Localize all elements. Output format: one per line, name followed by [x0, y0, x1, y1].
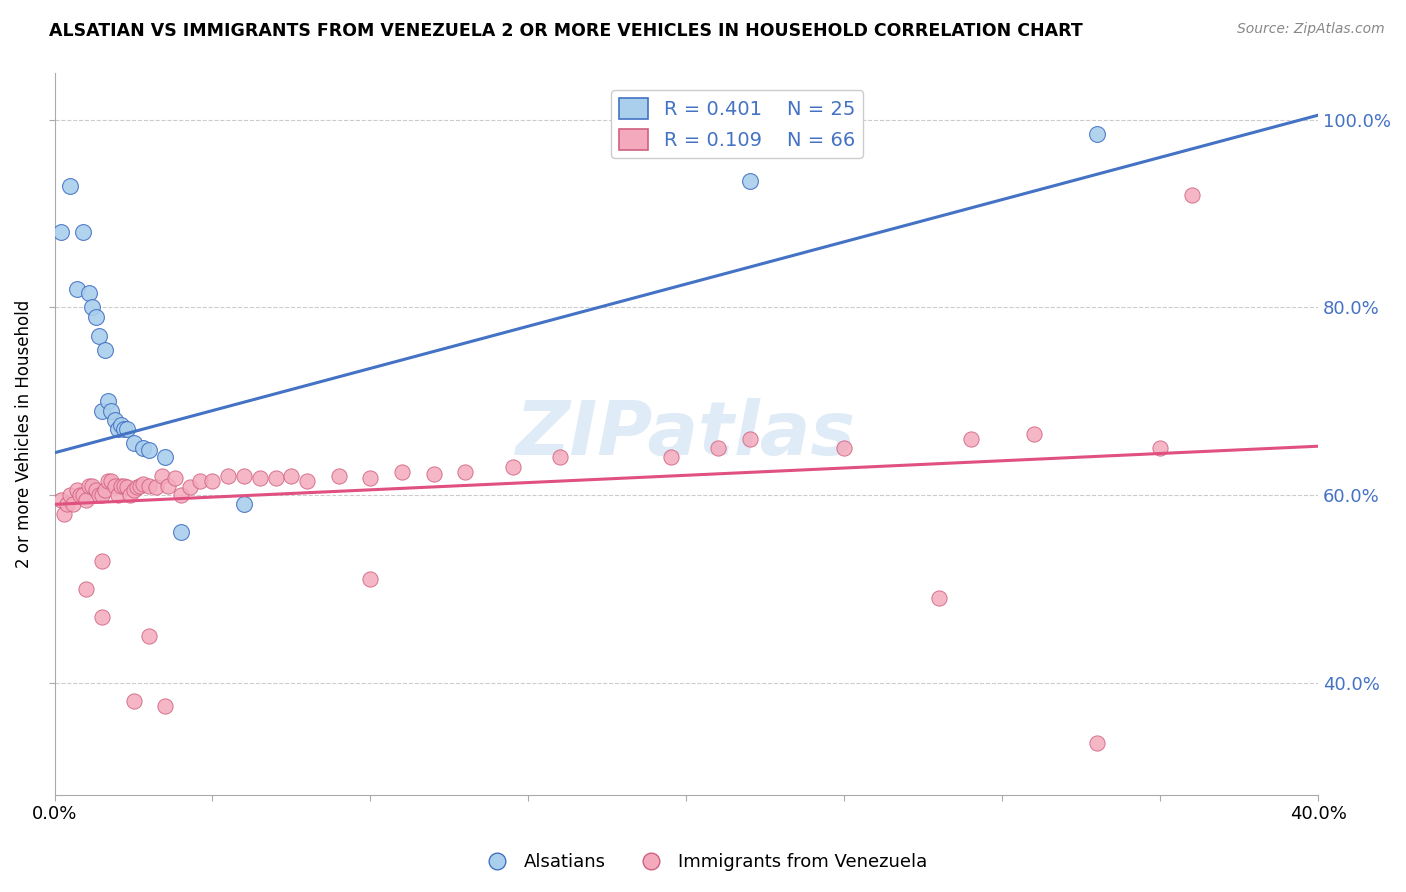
Point	[49, 492, 72, 507]
Text: ZIPatlas: ZIPatlas	[516, 398, 856, 470]
Point	[100, 403, 122, 417]
Point	[707, 441, 730, 455]
Point	[1149, 441, 1171, 455]
Point	[959, 432, 981, 446]
Point	[163, 471, 186, 485]
Point	[66, 483, 89, 498]
Point	[110, 417, 132, 432]
Point	[120, 488, 142, 502]
Point	[56, 497, 79, 511]
Point	[502, 459, 524, 474]
Point	[297, 474, 319, 488]
Point	[100, 474, 122, 488]
Point	[75, 492, 97, 507]
Point	[1085, 737, 1108, 751]
Point	[59, 488, 82, 502]
Point	[391, 465, 413, 479]
Point	[138, 629, 160, 643]
Point	[738, 174, 761, 188]
Point	[97, 394, 120, 409]
Point	[94, 483, 117, 498]
Point	[84, 310, 107, 324]
Point	[132, 476, 155, 491]
Point	[170, 488, 193, 502]
Point	[153, 698, 176, 713]
Point	[112, 478, 135, 492]
Y-axis label: 2 or more Vehicles in Household: 2 or more Vehicles in Household	[15, 300, 32, 568]
Point	[82, 301, 104, 315]
Point	[217, 469, 239, 483]
Point	[115, 422, 138, 436]
Point	[201, 474, 224, 488]
Point	[1181, 187, 1204, 202]
Text: ALSATIAN VS IMMIGRANTS FROM VENEZUELA 2 OR MORE VEHICLES IN HOUSEHOLD CORRELATIO: ALSATIAN VS IMMIGRANTS FROM VENEZUELA 2 …	[49, 22, 1083, 40]
Point	[122, 436, 145, 450]
Point	[138, 442, 160, 457]
Point	[110, 478, 132, 492]
Point	[97, 474, 120, 488]
Point	[107, 422, 129, 436]
Point	[145, 480, 167, 494]
Point	[53, 507, 76, 521]
Point	[90, 610, 112, 624]
Point	[87, 488, 110, 502]
Point	[264, 471, 287, 485]
Point	[1085, 127, 1108, 141]
Point	[249, 471, 271, 485]
Point	[359, 573, 381, 587]
Point	[328, 469, 350, 483]
Point	[738, 432, 761, 446]
Legend: R = 0.401    N = 25, R = 0.109    N = 66: R = 0.401 N = 25, R = 0.109 N = 66	[612, 90, 863, 158]
Point	[122, 694, 145, 708]
Point	[77, 286, 100, 301]
Point	[548, 450, 571, 465]
Point	[107, 488, 129, 502]
Point	[112, 422, 135, 436]
Point	[69, 488, 91, 502]
Point	[157, 478, 180, 492]
Point	[77, 478, 100, 492]
Point	[49, 226, 72, 240]
Point	[1022, 427, 1045, 442]
Point	[359, 471, 381, 485]
Point	[90, 553, 112, 567]
Point	[122, 483, 145, 498]
Point	[179, 480, 201, 494]
Point	[454, 465, 477, 479]
Point	[62, 497, 84, 511]
Text: Source: ZipAtlas.com: Source: ZipAtlas.com	[1237, 22, 1385, 37]
Point	[233, 497, 256, 511]
Point	[59, 178, 82, 193]
Point	[72, 488, 94, 502]
Point	[188, 474, 211, 488]
Legend: Alsatians, Immigrants from Venezuela: Alsatians, Immigrants from Venezuela	[471, 847, 935, 879]
Point	[153, 450, 176, 465]
Point	[75, 582, 97, 596]
Point	[138, 478, 160, 492]
Point	[832, 441, 855, 455]
Point	[103, 413, 125, 427]
Point	[94, 343, 117, 357]
Point	[170, 525, 193, 540]
Point	[150, 469, 173, 483]
Point	[90, 403, 112, 417]
Point	[103, 478, 125, 492]
Point	[84, 483, 107, 498]
Point	[72, 226, 94, 240]
Point	[132, 441, 155, 455]
Point	[115, 480, 138, 494]
Point	[928, 591, 950, 606]
Point	[87, 328, 110, 343]
Point	[90, 488, 112, 502]
Point	[422, 467, 444, 482]
Point	[659, 450, 682, 465]
Point	[82, 478, 104, 492]
Point	[125, 480, 148, 494]
Point	[233, 469, 256, 483]
Point	[128, 478, 150, 492]
Point	[66, 282, 89, 296]
Point	[280, 469, 302, 483]
